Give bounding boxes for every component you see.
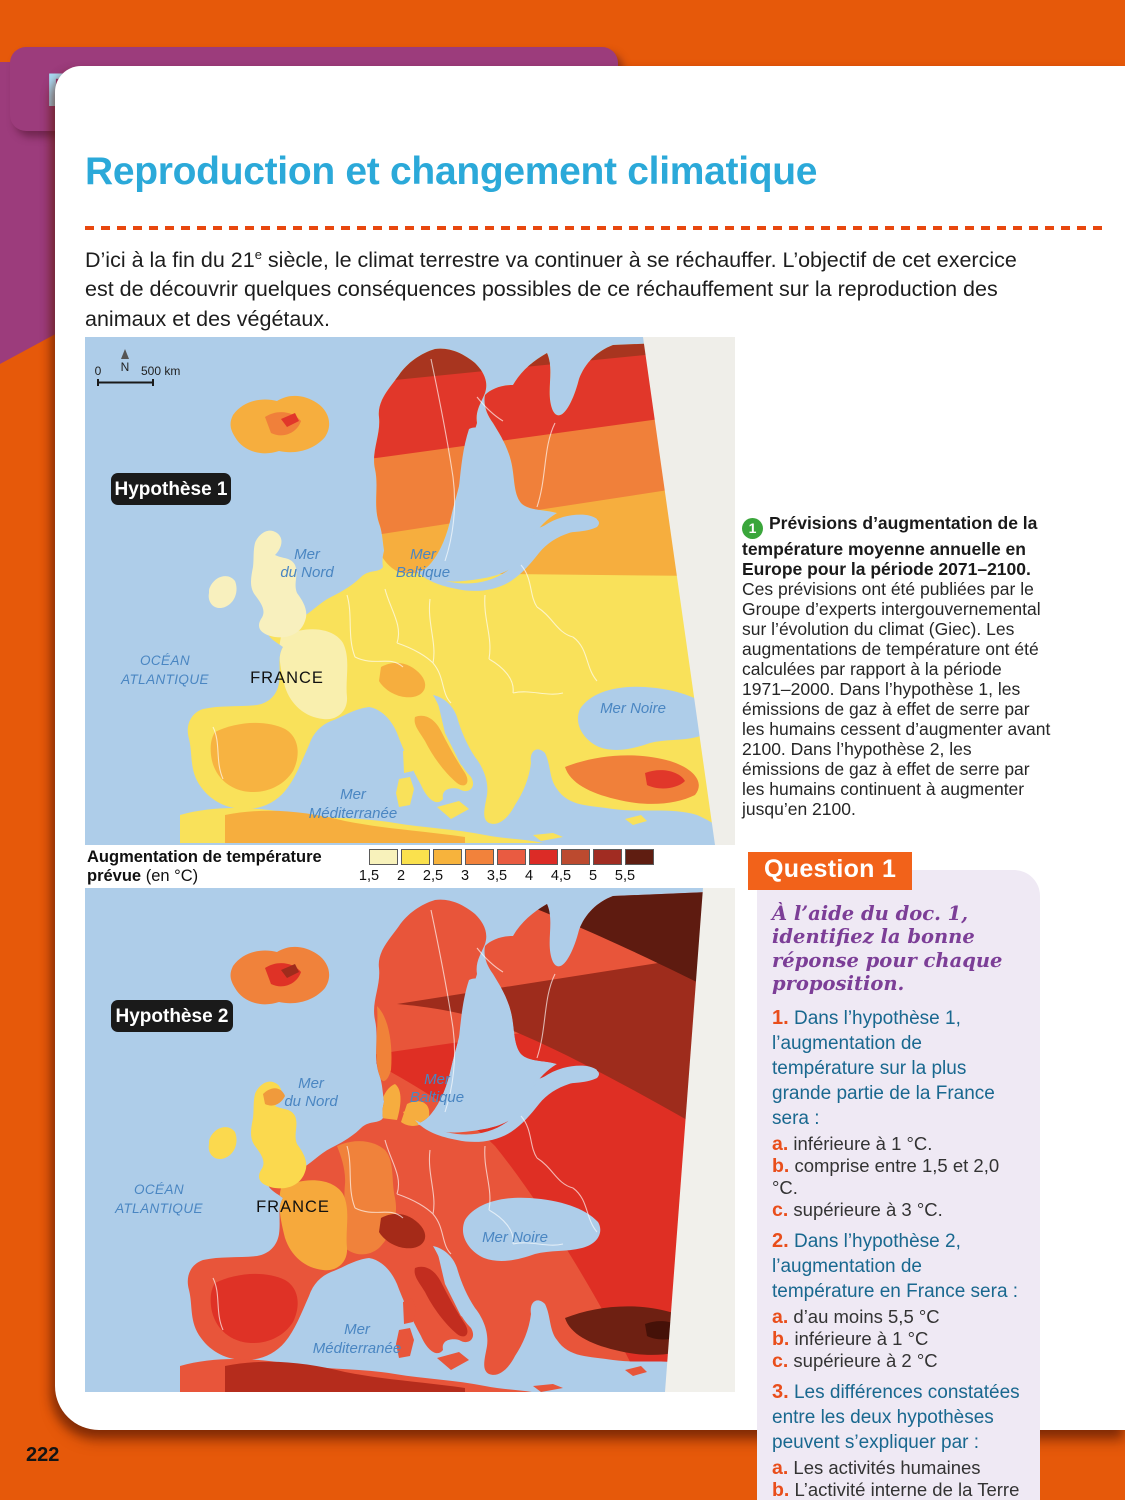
question-item-2: 2. Dans l’hypothèse 2, l’augmentation de… — [772, 1229, 1019, 1302]
iceland — [230, 395, 330, 454]
svg-text:Hypothèse 1: Hypothèse 1 — [115, 479, 228, 500]
map-hypothesis-2: Hypothèse 2 Mer du Nord Mer Baltique OCÉAN… — [85, 888, 735, 1392]
document-1-badge: 1 — [742, 517, 763, 539]
legend-title: Augmentation de température prévue (en °… — [87, 848, 322, 886]
intro-superscript: e — [254, 247, 262, 262]
legend-swatch — [593, 849, 622, 865]
label-mer-baltique: Mer Baltique — [410, 1071, 464, 1106]
document-1-title: Prévisions d’augmentation de la températ… — [742, 513, 1038, 579]
map-edge-wedge — [643, 337, 735, 845]
compass-icon: N — [121, 349, 130, 374]
legend-swatch — [369, 849, 398, 865]
option-2a: a. d’au moins 5,5 °C — [772, 1305, 940, 1328]
label-france: FRANCE — [250, 669, 324, 687]
option-2c: c. supérieure à 2 °C — [772, 1349, 938, 1372]
dashed-divider — [85, 226, 1107, 230]
question-instruction: À l’aide du doc. 1, identifiez la bonne … — [772, 902, 1003, 996]
legend-swatch — [465, 849, 494, 865]
option-1a: a. inférieure à 1 °C. — [772, 1132, 933, 1155]
content-card: Reproduction et changement climatique D’… — [55, 66, 1125, 1500]
legend-swatch — [401, 849, 430, 865]
option-2b: b. inférieure à 1 °C — [772, 1327, 929, 1350]
hypothesis-1-badge: Hypothèse 1 — [111, 473, 231, 505]
label-france: FRANCE — [256, 1198, 330, 1216]
climate-maps-figure: N 0 500 km Hypothèse 1 Mer du Nord Mer Bal… — [85, 337, 735, 1392]
label-mer-noire: Mer Noire — [482, 1229, 548, 1246]
map-legend: Augmentation de température prévue (en °… — [85, 845, 735, 888]
label-ocean-atlantique: OCÉAN ATLANTIQUE — [120, 653, 209, 687]
map-edge-wedge — [665, 888, 735, 1392]
legend-ticks: 1,5 2 2,5 3 3,5 4 4,5 5 5,5 — [358, 868, 636, 884]
label-mer-baltique: Mer Baltique — [396, 546, 450, 581]
question-1-box: À l’aide du doc. 1, identifiez la bonne … — [757, 870, 1040, 1500]
intro-text-start: D’ici à la fin du 21 — [85, 248, 255, 273]
legend-swatch — [497, 849, 526, 865]
document-1-caption: 1 Prévisions d’augmentation de la tempéra… — [742, 513, 1054, 819]
legend-color-scale — [369, 849, 654, 865]
scale-bar: 0 500 km — [95, 364, 180, 386]
legend-swatch — [529, 849, 558, 865]
label-mer-du-nord: Mer du Nord — [284, 1075, 338, 1110]
question-item-3: 3. Les différences constatées entre les … — [772, 1380, 1020, 1453]
label-mer-du-nord: Mer du Nord — [280, 546, 334, 581]
svg-text:500 km: 500 km — [141, 364, 180, 378]
intro-text-end: siècle, le climat terrestre va continuer… — [85, 248, 1017, 331]
page-number: 222 — [26, 1444, 60, 1466]
label-ocean-atlantique: OCÉAN ATLANTIQUE — [114, 1182, 203, 1216]
svg-text:N: N — [121, 360, 130, 374]
legend-swatch — [433, 849, 462, 865]
question-1-header: Question 1 — [748, 852, 913, 890]
page-title: Reproduction et changement climatique — [85, 150, 818, 193]
legend-swatch — [561, 849, 590, 865]
legend-swatch — [625, 849, 654, 865]
map-hypothesis-1: N 0 500 km Hypothèse 1 Mer du Nord Mer Bal… — [85, 337, 735, 845]
question-item-1: 1. Dans l’hypothèse 1, l’augmentation de… — [772, 1006, 995, 1129]
iceland — [230, 946, 330, 1005]
option-3b: b. L’activité interne de la Terre — [772, 1478, 1020, 1500]
label-mediterranee: Mer Méditerranée — [309, 786, 397, 822]
british-isles — [208, 1081, 307, 1189]
intro-paragraph: D’ici à la fin du 21e siècle, le climat … — [85, 246, 1033, 334]
svg-text:Hypothèse 2: Hypothèse 2 — [116, 1006, 229, 1027]
option-1c: c. supérieure à 3 °C. — [772, 1198, 943, 1221]
option-1b: b. comprise entre 1,5 et 2,0 °C. — [772, 1154, 1000, 1198]
hypothesis-2-badge: Hypothèse 2 — [111, 1000, 233, 1032]
label-mediterranee: Mer Méditerranée — [313, 1321, 401, 1357]
label-mer-noire: Mer Noire — [600, 700, 666, 717]
map-labels: Mer du Nord Mer Baltique OCÉAN ATLANTIQUE F… — [120, 546, 666, 822]
option-3a: a. Les activités humaines — [772, 1456, 981, 1479]
svg-text:0: 0 — [95, 364, 102, 378]
document-1-body: Ces prévisions ont été publiées par le G… — [742, 578, 1051, 819]
map-labels: Mer du Nord Mer Baltique OCÉAN ATLANTIQUE F… — [114, 1071, 548, 1357]
